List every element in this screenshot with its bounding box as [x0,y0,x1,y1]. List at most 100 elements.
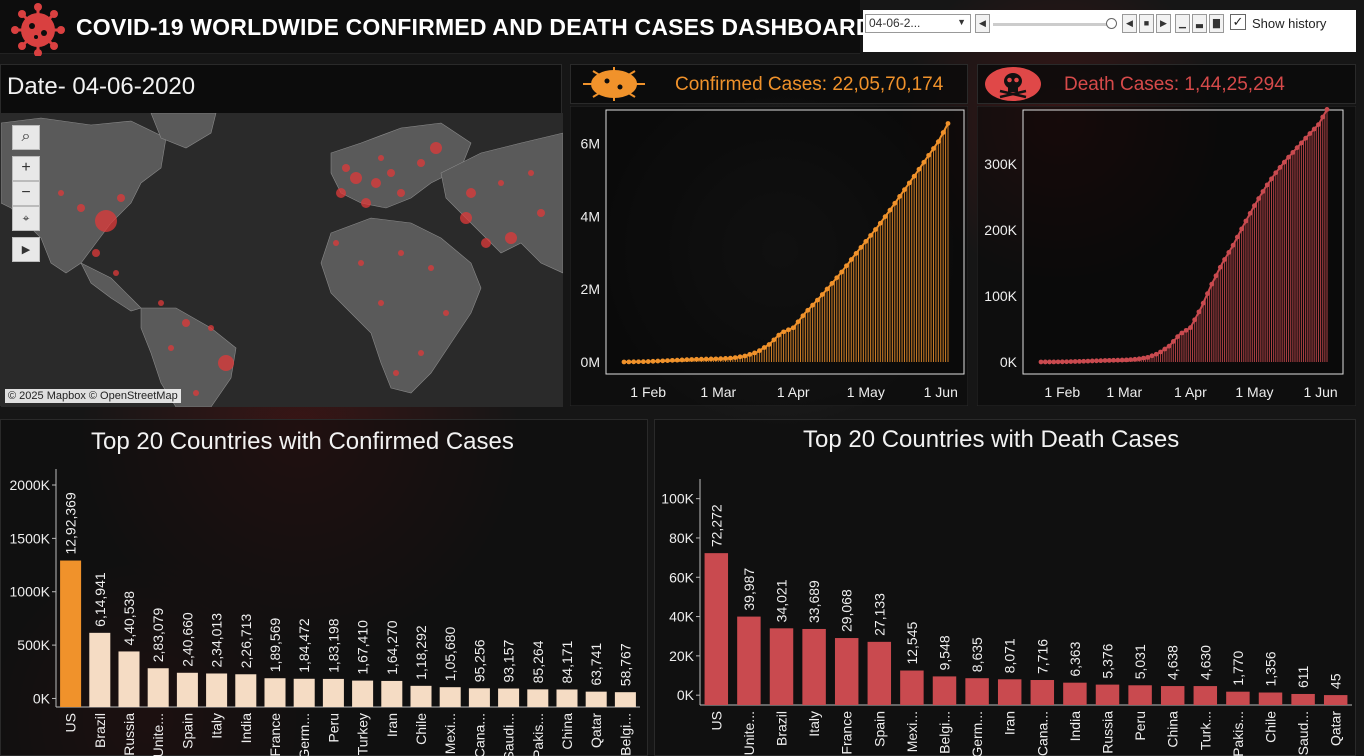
bar-value-label: 611 [1295,665,1311,688]
step-back-button[interactable]: ◀ [1122,14,1137,33]
data-point [1316,122,1321,127]
data-point [665,358,670,364]
map-attribution: © 2025 Mapbox © OpenStreetMap [5,389,181,403]
zoom-in-button[interactable]: + [12,156,40,181]
map-search-button[interactable]: ⌕ [12,125,40,150]
x-category-label: Russia [1100,711,1116,754]
data-point [805,307,811,313]
bar-value-label: 72,272 [708,504,724,547]
bar [1095,684,1120,705]
data-point [1320,114,1326,120]
x-category-label: Cana... [471,713,487,756]
top20-death-chart[interactable]: 0K 20K 40K 60K 80K 100K 72,272 US 39,987 Unite...… [654,419,1356,756]
x-category-label: Iran [1002,711,1018,735]
map-tools-expand-button[interactable]: ▶ [12,237,40,262]
x-category-label: Germ... [296,713,312,756]
y-tick-label: 80K [669,530,695,546]
speed-medium-button[interactable]: ▃ [1192,14,1207,33]
data-point [747,352,753,357]
data-point [1047,359,1052,365]
speed-slow-button[interactable]: ▁ [1175,14,1190,33]
data-point [1252,203,1257,209]
data-point [1269,176,1274,182]
speed-fast-button[interactable]: ▇ [1209,14,1224,33]
data-point [1153,351,1159,357]
data-point [1286,154,1291,160]
data-point [819,292,825,297]
bar [498,688,520,707]
data-point [1145,354,1151,360]
x-category-label: Saudi... [501,713,517,756]
data-point [1068,359,1074,365]
data-point [1200,300,1206,306]
data-point [1256,196,1262,201]
x-category-label: Pakis... [530,713,546,756]
data-point [1273,170,1279,176]
play-button[interactable]: ▶ [1156,14,1171,33]
death-kpi-card: Death Cases: 1,44,25,294 [977,64,1356,104]
data-point [815,297,820,303]
bar-value-label: 5,376 [1100,643,1116,678]
show-history-checkbox[interactable]: ✓ [1230,14,1246,30]
data-point [689,357,695,362]
data-point [708,356,714,362]
data-point [877,220,883,226]
slider-previous-button[interactable]: ◀ [975,14,990,33]
world-map[interactable] [1,113,563,407]
x-category-label: China [559,713,575,750]
x-tick-label: 1 Feb [1044,384,1080,400]
x-tick-label: 1 Apr [777,384,810,400]
bar-value-label: 95,256 [471,639,487,682]
data-point [1311,126,1317,132]
date-dropdown[interactable]: 04-06-2... ▼ [865,14,971,33]
x-tick-label: 1 May [1235,384,1273,400]
data-point [727,355,733,361]
bar-value-label: 2,26,713 [238,614,254,669]
y-tick-label: 4M [581,208,600,224]
x-tick-label: 1 Jun [924,384,958,400]
data-point [795,319,801,325]
x-category-label: US [63,713,79,732]
x-category-label: India [238,713,254,744]
x-category-label: Mexi... [442,713,458,754]
dashboard-title: COVID-19 WORLDWIDE CONFIRMED AND DEATH C… [76,14,873,40]
x-tick-label: 1 Mar [700,384,736,400]
data-point [1136,356,1142,362]
data-point [1188,325,1193,331]
date-slider-handle[interactable] [1106,18,1117,29]
data-point [887,207,893,213]
data-point [636,359,641,365]
x-category-label: Turkey [355,713,371,755]
data-point [1217,264,1223,270]
minus-icon: − [21,184,31,201]
reset-map-button[interactable]: ⌖ [12,206,40,231]
zoom-out-button[interactable]: − [12,181,40,206]
death-total-label: Death Cases: 1,44,25,294 [1064,74,1285,95]
confirmed-timeline-chart[interactable]: 0M 2M 4M 6M 1 Feb 1 Mar 1 Apr 1 May 1 Jun [570,106,968,406]
map-toolbar: ⌕ + − ⌖ ▶ [12,125,40,262]
confirmed-kpi-card: Confirmed Cases: 22,05,70,174 [570,64,968,104]
bar-value-label: 34,021 [774,579,790,622]
date-slider-track[interactable] [993,23,1111,26]
data-point [926,152,932,158]
data-point [776,332,782,338]
y-tick-label: 1000K [10,584,51,600]
date-dropdown-value: 04-06-2... [869,16,921,30]
data-point [824,286,830,292]
data-point [1162,346,1168,352]
data-point [1094,358,1099,364]
data-point [674,357,680,363]
x-category-label: Unite... [150,713,166,756]
y-tick-label: 1500K [10,530,51,546]
bar-value-label: 1,18,292 [413,625,429,680]
data-point [679,357,685,363]
death-timeline-chart[interactable]: 0K 100K 200K 300K 1 Feb 1 Mar 1 Apr 1 May 1 Jun [977,106,1356,406]
confirmed-virus-icon [583,67,645,101]
data-point [1123,357,1129,363]
data-point [1303,135,1309,141]
data-point [1132,356,1138,362]
bar [1323,695,1348,705]
bar [60,560,82,707]
pause-button[interactable]: ■ [1139,14,1154,33]
top20-confirmed-chart[interactable]: 0K 500K 1000K 1500K 2000K 12,92,369 US 6,14,941… [0,419,648,756]
